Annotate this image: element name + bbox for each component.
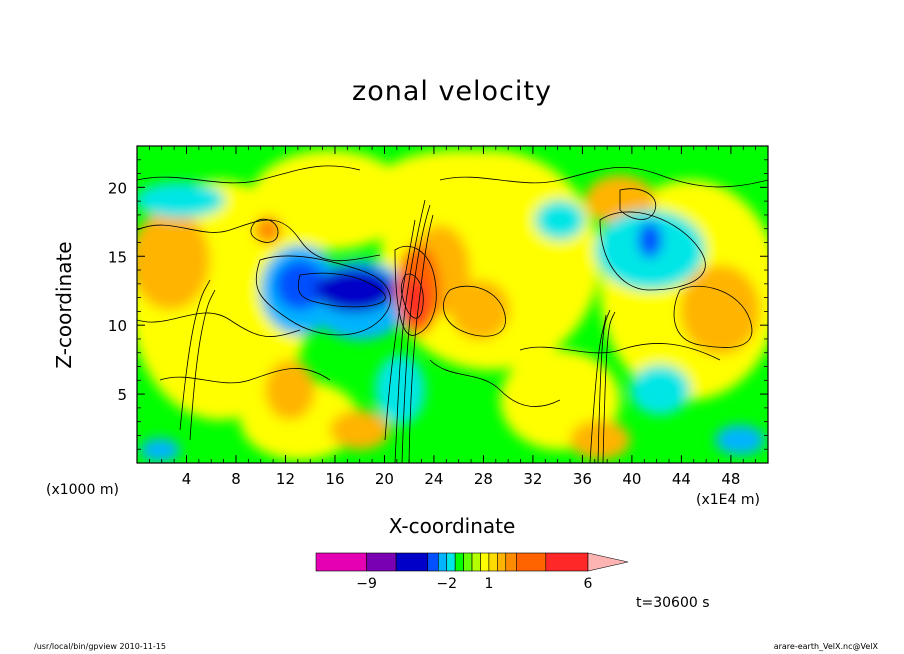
contour-line — [429, 359, 561, 407]
contour-lines — [137, 165, 768, 463]
footer-source: arare-earth_VelX.nc@VelX — [773, 642, 878, 651]
contour-line — [384, 219, 416, 441]
field-region — [315, 268, 395, 312]
time-label: t=30600 s — [636, 595, 710, 611]
colorbar-swatch — [366, 552, 397, 572]
colorbar-swatch — [395, 552, 429, 572]
field-region — [570, 420, 630, 460]
contour-line — [401, 204, 431, 463]
contour-line — [250, 218, 279, 243]
colorbar-tick-label: −2 — [436, 576, 457, 592]
colorbar-swatch — [315, 552, 367, 572]
x-tick-label: 8 — [231, 470, 241, 488]
colorbar-swatch — [446, 552, 456, 572]
x-axis-label: X-coordinate — [388, 514, 516, 538]
contour-line — [137, 219, 381, 262]
colorbar-tick-label: 6 — [584, 576, 593, 592]
field-region — [330, 410, 390, 450]
colorbar-swatch — [480, 552, 490, 572]
field-region — [715, 425, 765, 455]
colorbar-swatch — [471, 552, 481, 572]
contour-line — [602, 311, 616, 463]
contour-line — [589, 314, 607, 463]
colorbar-swatch — [488, 552, 498, 572]
x-tick-label: 4 — [182, 470, 192, 488]
field-region — [140, 438, 180, 462]
x-unit-label: (x1000 m) — [46, 482, 119, 498]
contour-line — [439, 166, 768, 188]
colorbar-tick-label: 1 — [484, 576, 493, 592]
x-tick-label: 24 — [424, 470, 443, 488]
x-scale-label: (x1E4 m) — [696, 492, 760, 508]
contour-line — [599, 211, 706, 291]
y-tick-label: 15 — [108, 248, 127, 266]
field-region — [137, 182, 225, 218]
colorbar-swatch — [497, 552, 507, 572]
colorbar-tick-label: −9 — [356, 576, 377, 592]
contour-line — [394, 245, 437, 336]
contour-line — [189, 289, 216, 441]
x-tick-label: 36 — [573, 470, 592, 488]
field-region — [250, 150, 410, 250]
colorbar-swatch — [427, 552, 439, 572]
colorbar-swatch — [463, 552, 473, 572]
contour-line — [619, 188, 657, 220]
colorbar-swatch — [454, 552, 464, 572]
field-region — [405, 278, 425, 322]
x-tick-label: 16 — [325, 470, 344, 488]
x-tick-label: 20 — [375, 470, 394, 488]
field-region — [680, 265, 760, 355]
contour-line — [394, 199, 426, 463]
contour-line — [137, 312, 301, 337]
contour-line — [408, 214, 434, 463]
chart-title: zonal velocity — [352, 76, 552, 107]
contour-line — [159, 368, 331, 384]
field-region — [630, 365, 690, 415]
contour-line — [597, 309, 611, 463]
x-tick-label: 44 — [672, 470, 691, 488]
contour-line — [137, 165, 361, 184]
contour-line — [400, 273, 424, 319]
x-tick-label: 28 — [474, 470, 493, 488]
contour-line — [673, 285, 753, 348]
colorbar-swatch — [516, 552, 547, 572]
field-region — [380, 150, 540, 210]
plot-area — [137, 146, 768, 463]
colorbar-swatch — [545, 552, 589, 572]
contour-line — [443, 285, 506, 337]
x-tick-label: 40 — [622, 470, 641, 488]
footer-program: /usr/local/bin/gpview 2010-11-15 — [34, 642, 166, 651]
contour-line — [255, 255, 391, 336]
colorbar-swatch — [437, 552, 448, 572]
x-tick-label: 32 — [523, 470, 542, 488]
colorbar-extension — [587, 552, 629, 572]
colorbar: −9 −2 1 6 — [315, 552, 629, 592]
contour-line — [179, 279, 211, 431]
y-tick-label: 5 — [117, 386, 127, 404]
plot-frame — [136, 145, 769, 464]
field-region — [275, 260, 325, 310]
colorbar-swatch — [505, 552, 517, 572]
field-region — [638, 222, 662, 258]
field-region — [254, 216, 282, 244]
contour-line — [297, 272, 386, 308]
x-tick-label: 48 — [721, 470, 740, 488]
x-tick-label: 12 — [276, 470, 295, 488]
field-region — [450, 280, 510, 340]
field-region — [265, 360, 315, 420]
y-tick-label: 20 — [108, 179, 127, 197]
contour-line — [519, 343, 721, 361]
field-region — [535, 200, 585, 240]
contour-fill-layer — [137, 150, 768, 462]
y-tick-label: 10 — [108, 317, 127, 335]
field-region — [137, 210, 210, 310]
